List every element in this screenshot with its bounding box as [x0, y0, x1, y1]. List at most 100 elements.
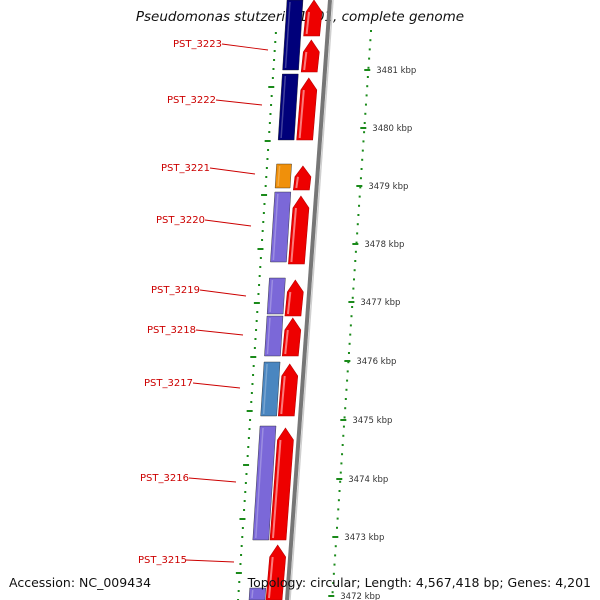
gene-labels: PST_3223 PST_3222 PST_3221 PST_3220 PST_3219… — [138, 39, 222, 566]
ring-dot — [346, 370, 349, 373]
ring-dot — [271, 77, 274, 79]
scale-label: 3480 kbp — [372, 124, 412, 134]
ring-dot — [367, 66, 370, 69]
ring-dot — [360, 168, 363, 170]
bar-highlight — [280, 75, 287, 139]
ring-dot — [344, 407, 347, 410]
ring-tick — [268, 86, 275, 88]
ring-dot — [272, 68, 275, 70]
gene-label-pst_3221: PST_3221 — [161, 163, 210, 174]
ring-dot — [363, 122, 366, 124]
ring-dot — [247, 437, 250, 439]
ring-tick — [340, 419, 347, 421]
ring-dot — [340, 462, 343, 465]
ring-dot — [354, 260, 357, 262]
gene-bar-pst_3216 — [252, 425, 277, 541]
ring-tick — [360, 127, 367, 129]
backbone-highlight — [289, 0, 334, 600]
ring-dot — [337, 508, 340, 511]
leader-line — [188, 477, 237, 483]
ring-dot — [350, 315, 353, 318]
ring-dot — [244, 491, 247, 493]
ring-dot — [247, 446, 250, 448]
arrow-highlight — [303, 51, 308, 71]
ring-dot — [354, 250, 357, 253]
ring-dot — [240, 554, 243, 556]
scale-labels: 3481 kbp 3480 kbp 3479 kbp 3478 kbp 3477 kbp… — [340, 66, 416, 600]
ring-dot — [359, 186, 362, 189]
ring-tick — [332, 536, 339, 538]
ring-dot — [345, 388, 348, 391]
ring-dot — [262, 221, 265, 223]
ring-dot — [262, 212, 265, 214]
ring-dot — [264, 185, 267, 187]
ring-dot — [263, 203, 266, 205]
bar-highlight — [269, 279, 274, 313]
leader-line — [199, 289, 247, 297]
ring-dot — [351, 306, 354, 308]
bar-highlight — [277, 165, 281, 187]
ring-dot — [339, 471, 342, 474]
ring-dot — [368, 48, 371, 51]
ring-dot — [370, 30, 372, 32]
gene-label-pst_3223: PST_3223 — [173, 39, 222, 50]
ring-dot — [366, 76, 369, 78]
gene-label-pst_3222: PST_3222 — [167, 95, 216, 106]
ring-dot — [258, 284, 261, 286]
bar-highlight — [262, 363, 268, 415]
ring-dot — [267, 149, 270, 151]
scale-label: 3476 kbp — [356, 357, 396, 367]
arrow-highlight — [305, 11, 310, 35]
ring-dot — [353, 278, 356, 281]
accession-text: Accession: NC_009434 — [9, 575, 152, 590]
gene-features — [248, 0, 304, 600]
ring-dot — [261, 239, 264, 241]
ring-tick — [356, 185, 363, 187]
ring-dot — [366, 85, 369, 88]
scale-label: 3472 kbp — [340, 592, 380, 600]
ring-dot — [364, 103, 367, 106]
leader-line — [209, 167, 256, 175]
ring-dot — [273, 50, 276, 52]
ring-dot — [251, 383, 254, 385]
bar-highlight — [251, 589, 254, 599]
ring-dot — [268, 122, 271, 124]
ring-dot — [237, 590, 240, 592]
leader-line — [215, 99, 263, 106]
ring-dot — [347, 352, 350, 354]
ring-dot — [273, 59, 276, 61]
ring-tick — [344, 360, 351, 362]
bar-highlight — [255, 427, 264, 539]
ring-tick — [261, 194, 268, 196]
gene-label-pst_3220: PST_3220 — [156, 215, 205, 226]
ring-dot — [258, 275, 261, 277]
ring-dot — [347, 361, 350, 364]
ring-tick — [264, 140, 271, 142]
ring-dot — [336, 526, 339, 529]
ring-dot — [266, 158, 269, 160]
ring-dot — [353, 269, 356, 272]
ring-tick — [352, 243, 359, 245]
gene-bar-pst_3218 — [264, 315, 284, 357]
scale-label: 3479 kbp — [368, 182, 408, 192]
scale-label: 3478 kbp — [364, 240, 404, 250]
arrow-highlight — [295, 176, 299, 189]
ring-tick — [246, 410, 253, 412]
topology-summary: Topology: circular; Length: 4,567,418 bp… — [247, 575, 591, 590]
arrow-highlight — [290, 207, 297, 263]
ring-dot — [243, 509, 246, 511]
scale-label: 3473 kbp — [344, 533, 384, 543]
ring-dot — [269, 113, 272, 115]
gene-label-pst_3218: PST_3218 — [147, 325, 196, 336]
ring-dot — [270, 95, 273, 97]
ring-dot — [252, 365, 255, 367]
ring-dot — [257, 293, 260, 295]
ring-dot — [239, 563, 242, 565]
ring-dot — [341, 444, 344, 446]
ring-dot — [361, 158, 364, 161]
ring-dot — [355, 241, 358, 244]
arrow-highlight — [272, 439, 282, 539]
genome-backbone — [285, 0, 334, 600]
ring-tick — [239, 518, 246, 520]
